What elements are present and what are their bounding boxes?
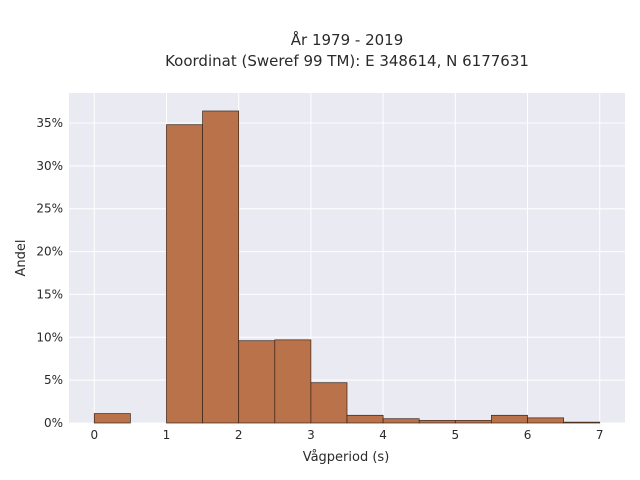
x-tick-label: 2 bbox=[235, 428, 243, 442]
y-tick-label: 5% bbox=[44, 373, 63, 387]
x-tick-label: 5 bbox=[451, 428, 459, 442]
x-axis-ticks: 0 1 2 3 4 5 6 7 bbox=[90, 428, 603, 442]
y-tick-label: 10% bbox=[36, 330, 63, 344]
histogram-bar bbox=[491, 414, 528, 424]
x-tick-label: 6 bbox=[524, 428, 532, 442]
y-tick-label: 0% bbox=[44, 416, 63, 430]
plot-area bbox=[69, 93, 625, 423]
histogram-bar bbox=[418, 420, 456, 424]
x-tick-label: 1 bbox=[163, 428, 171, 442]
chart-title: År 1979 - 2019 bbox=[291, 30, 404, 49]
histogram-bar bbox=[346, 414, 384, 424]
y-tick-label: 35% bbox=[36, 116, 63, 130]
bars bbox=[93, 110, 601, 424]
histogram-bar bbox=[166, 124, 203, 424]
histogram-bar bbox=[382, 418, 420, 424]
histogram-bar bbox=[454, 420, 492, 424]
y-tick-label: 15% bbox=[36, 287, 63, 301]
x-axis-label: Vågperiod (s) bbox=[303, 450, 390, 465]
y-tick-label: 30% bbox=[36, 159, 63, 173]
x-tick-label: 7 bbox=[596, 428, 604, 442]
y-tick-label: 20% bbox=[36, 245, 63, 259]
x-tick-label: 0 bbox=[90, 428, 98, 442]
histogram-bar bbox=[238, 340, 276, 424]
histogram-bar bbox=[563, 421, 601, 424]
y-axis-ticks: 0% 5% 10% 15% 20% 25% 30% 35% bbox=[36, 116, 63, 430]
chart-subtitle: Koordinat (Sweref 99 TM): E 348614, N 61… bbox=[165, 52, 529, 70]
histogram-bar bbox=[274, 339, 312, 424]
x-tick-label: 3 bbox=[307, 428, 315, 442]
histogram-bar bbox=[93, 413, 131, 424]
histogram-bar bbox=[310, 382, 348, 424]
y-tick-label: 25% bbox=[36, 202, 63, 216]
x-tick-label: 4 bbox=[379, 428, 387, 442]
histogram-bar bbox=[527, 417, 564, 424]
grid-lines bbox=[69, 93, 625, 424]
histogram-bar bbox=[202, 110, 240, 424]
y-axis-label: Andel bbox=[14, 240, 29, 277]
